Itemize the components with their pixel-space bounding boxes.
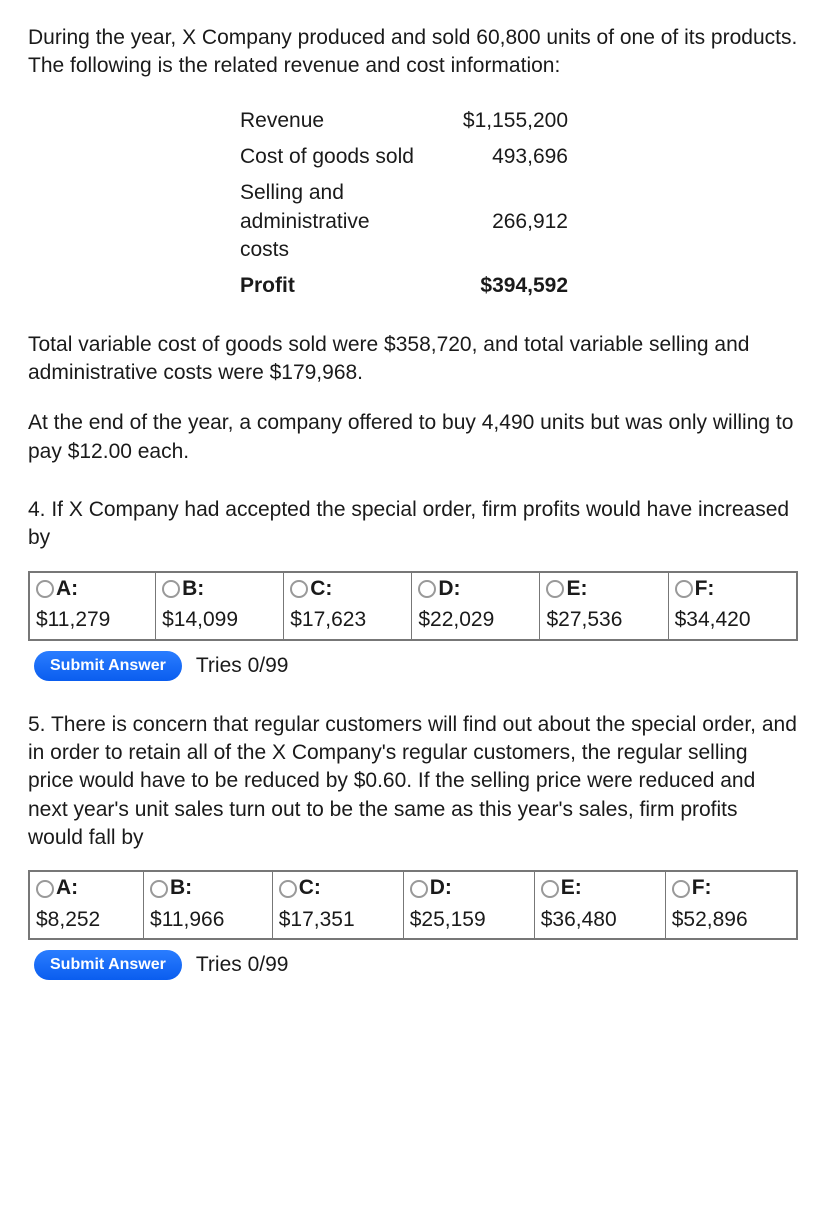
question-5-text: 5. There is concern that regular custome…: [28, 711, 798, 853]
radio-icon[interactable]: [36, 880, 54, 898]
option-key: D:: [438, 575, 460, 603]
submit-answer-button[interactable]: Submit Answer: [34, 950, 182, 980]
option-value: $22,029: [418, 608, 494, 631]
radio-icon[interactable]: [279, 880, 297, 898]
option-cell[interactable]: A: $11,279: [29, 572, 156, 640]
financial-table: Revenue $1,155,200 Cost of goods sold 49…: [240, 103, 586, 305]
intro-paragraph: During the year, X Company produced and …: [28, 24, 798, 81]
option-key: D:: [430, 874, 452, 902]
option-value: $34,420: [675, 608, 751, 631]
table-row: Cost of goods sold 493,696: [240, 139, 586, 175]
table-row: Revenue $1,155,200: [240, 103, 586, 139]
radio-icon[interactable]: [410, 880, 428, 898]
option-cell[interactable]: E: $27,536: [540, 572, 668, 640]
option-key: E:: [561, 874, 582, 902]
option-cell[interactable]: B: $14,099: [156, 572, 284, 640]
option-value: $25,159: [410, 908, 486, 931]
table-row: Profit $394,592: [240, 268, 586, 304]
variable-cost-paragraph: Total variable cost of goods sold were $…: [28, 331, 798, 388]
radio-icon[interactable]: [541, 880, 559, 898]
row-label: Profit: [240, 268, 438, 304]
question-4-submit-row: Submit Answer Tries 0/99: [34, 651, 798, 681]
radio-icon[interactable]: [546, 580, 564, 598]
radio-icon[interactable]: [675, 580, 693, 598]
option-cell[interactable]: C: $17,351: [272, 871, 403, 939]
option-cell[interactable]: D: $22,029: [412, 572, 540, 640]
option-value: $8,252: [36, 908, 100, 931]
question-5-submit-row: Submit Answer Tries 0/99: [34, 950, 798, 980]
option-value: $11,279: [36, 608, 110, 631]
row-label: Cost of goods sold: [240, 139, 438, 175]
radio-icon[interactable]: [36, 580, 54, 598]
option-key: C:: [310, 575, 332, 603]
question-4-text: 4. If X Company had accepted the special…: [28, 496, 798, 553]
row-label: Selling and administrative costs: [240, 175, 438, 268]
option-value: $27,536: [546, 608, 622, 631]
special-order-paragraph: At the end of the year, a company offere…: [28, 409, 798, 466]
radio-icon[interactable]: [162, 580, 180, 598]
option-key: F:: [695, 575, 715, 603]
question-5-options: A: $8,252 B: $11,966 C: $17,351 D: $25,1…: [28, 870, 798, 940]
tries-counter: Tries 0/99: [196, 951, 289, 979]
option-value: $36,480: [541, 908, 617, 931]
option-key: B:: [170, 874, 192, 902]
option-value: $17,351: [279, 908, 355, 931]
row-value: 266,912: [438, 175, 586, 268]
option-cell[interactable]: F: $34,420: [668, 572, 797, 640]
option-cell[interactable]: C: $17,623: [284, 572, 412, 640]
radio-icon[interactable]: [672, 880, 690, 898]
tries-counter: Tries 0/99: [196, 652, 289, 680]
option-value: $14,099: [162, 608, 238, 631]
submit-answer-button[interactable]: Submit Answer: [34, 651, 182, 681]
option-key: B:: [182, 575, 204, 603]
option-cell[interactable]: A: $8,252: [29, 871, 144, 939]
option-key: E:: [566, 575, 587, 603]
option-value: $52,896: [672, 908, 748, 931]
row-label: Revenue: [240, 103, 438, 139]
option-value: $11,966: [150, 908, 224, 931]
option-cell[interactable]: F: $52,896: [665, 871, 797, 939]
option-key: C:: [299, 874, 321, 902]
radio-icon[interactable]: [150, 880, 168, 898]
option-cell[interactable]: D: $25,159: [403, 871, 534, 939]
radio-icon[interactable]: [290, 580, 308, 598]
option-value: $17,623: [290, 608, 366, 631]
row-value: $394,592: [438, 268, 586, 304]
option-key: F:: [692, 874, 712, 902]
row-value: $1,155,200: [438, 103, 586, 139]
option-key: A:: [56, 874, 78, 902]
radio-icon[interactable]: [418, 580, 436, 598]
table-row: Selling and administrative costs 266,912: [240, 175, 586, 268]
option-key: A:: [56, 575, 78, 603]
row-value: 493,696: [438, 139, 586, 175]
option-cell[interactable]: E: $36,480: [534, 871, 665, 939]
option-cell[interactable]: B: $11,966: [144, 871, 273, 939]
question-4-options: A: $11,279 B: $14,099 C: $17,623 D: $22,…: [28, 571, 798, 641]
